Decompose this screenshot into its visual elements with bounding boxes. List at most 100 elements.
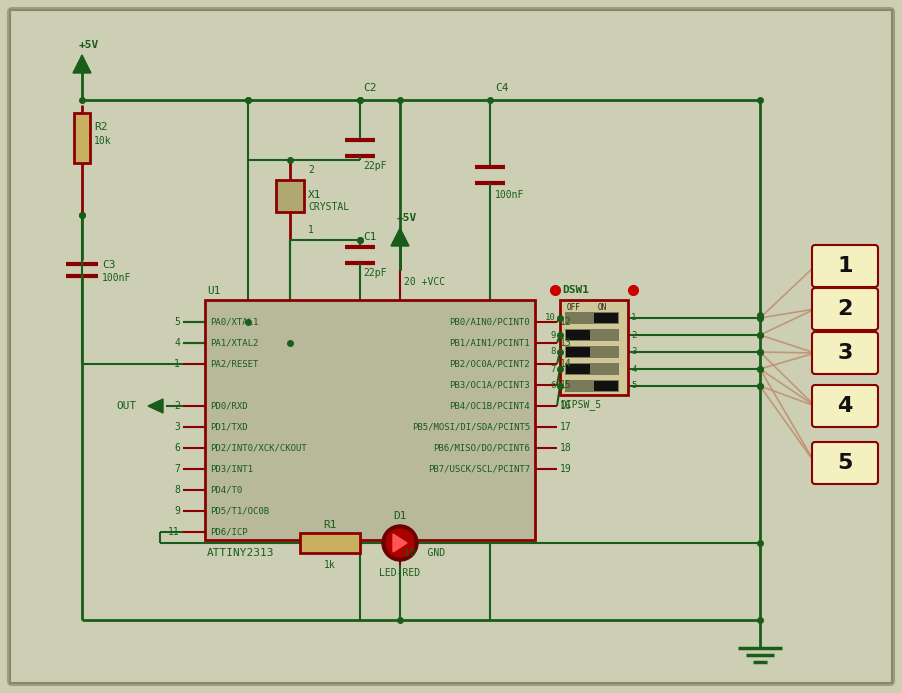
Text: PD4/T0: PD4/T0 [210, 486, 243, 495]
Text: 9: 9 [550, 331, 556, 340]
Text: PA1/XTAL2: PA1/XTAL2 [210, 338, 258, 347]
Text: X1: X1 [308, 190, 321, 200]
Text: 5: 5 [837, 453, 852, 473]
FancyBboxPatch shape [812, 442, 878, 484]
Text: PA0/XTAL1: PA0/XTAL1 [210, 317, 258, 326]
Text: 7: 7 [174, 464, 180, 474]
Polygon shape [391, 228, 409, 246]
Text: 10k: 10k [94, 136, 112, 146]
Text: PB3/OC1A/PCINT3: PB3/OC1A/PCINT3 [449, 380, 530, 389]
Text: 100nF: 100nF [495, 190, 524, 200]
Bar [566, 330, 590, 340]
Text: 2: 2 [308, 165, 314, 175]
Text: 18: 18 [560, 443, 572, 453]
FancyBboxPatch shape [8, 8, 894, 685]
Text: U1: U1 [207, 286, 220, 296]
Text: PB4/OC1B/PCINT4: PB4/OC1B/PCINT4 [449, 401, 530, 410]
Text: 3: 3 [174, 422, 180, 432]
Text: 12: 12 [560, 317, 572, 327]
Text: 1: 1 [174, 359, 180, 369]
Polygon shape [393, 534, 407, 552]
Text: ATTINY2313: ATTINY2313 [207, 548, 274, 558]
Text: 22pF: 22pF [363, 268, 386, 278]
Bar [566, 364, 590, 374]
Circle shape [386, 529, 414, 557]
Text: PB1/AIN1/PCINT1: PB1/AIN1/PCINT1 [449, 338, 530, 347]
Text: PB5/MOSI/DI/SDA/PCINT5: PB5/MOSI/DI/SDA/PCINT5 [411, 423, 530, 432]
Text: C4: C4 [495, 83, 509, 93]
Text: 10: 10 [545, 313, 556, 322]
Text: PD5/T1/OC0B: PD5/T1/OC0B [210, 507, 269, 516]
Bar [565, 363, 619, 375]
Bar [300, 533, 360, 553]
FancyBboxPatch shape [812, 288, 878, 330]
Text: 11: 11 [169, 527, 180, 537]
Text: 15: 15 [560, 380, 572, 390]
Bar [565, 329, 619, 341]
Circle shape [382, 525, 418, 561]
Text: +5V: +5V [79, 40, 99, 50]
Text: LED-RED: LED-RED [380, 568, 420, 578]
Bar [594, 313, 618, 323]
Text: 5: 5 [631, 382, 637, 390]
Bar [560, 300, 628, 395]
Text: CRYSTAL: CRYSTAL [308, 202, 349, 212]
Text: 6: 6 [550, 382, 556, 390]
Text: PB7/USCK/SCL/PCINT7: PB7/USCK/SCL/PCINT7 [428, 464, 530, 473]
Text: PD2/INT0/XCK/CKOUT: PD2/INT0/XCK/CKOUT [210, 444, 307, 453]
Text: 22pF: 22pF [363, 161, 386, 171]
Text: 2: 2 [174, 401, 180, 411]
Text: 4: 4 [837, 396, 852, 416]
Text: PD3/INT1: PD3/INT1 [210, 464, 253, 473]
Text: 16: 16 [560, 401, 572, 411]
Text: R2: R2 [94, 122, 107, 132]
Bar [566, 347, 590, 357]
Text: 4: 4 [174, 338, 180, 348]
Text: 2: 2 [631, 331, 637, 340]
FancyBboxPatch shape [812, 332, 878, 374]
Text: 2: 2 [837, 299, 852, 319]
Bar [565, 346, 619, 358]
Text: PA2/RESET: PA2/RESET [210, 360, 258, 369]
Text: PD1/TXD: PD1/TXD [210, 423, 248, 432]
Text: C2: C2 [363, 83, 376, 93]
Text: DIPSW_5: DIPSW_5 [560, 400, 601, 410]
Text: 9: 9 [174, 506, 180, 516]
Text: D1: D1 [393, 511, 407, 521]
Text: 14: 14 [560, 359, 572, 369]
Text: 7: 7 [550, 365, 556, 374]
Text: PB2/OC0A/PCINT2: PB2/OC0A/PCINT2 [449, 360, 530, 369]
Text: 1k: 1k [324, 560, 336, 570]
Bar [594, 381, 618, 391]
Text: 3: 3 [837, 343, 852, 363]
Text: 8: 8 [550, 347, 556, 356]
Text: 6: 6 [174, 443, 180, 453]
Text: PB6/MISO/DO/PCINT6: PB6/MISO/DO/PCINT6 [433, 444, 530, 453]
Bar [565, 312, 619, 324]
Text: OUT: OUT [116, 401, 136, 411]
Text: 10  GND: 10 GND [404, 548, 445, 558]
Text: PD0/RXD: PD0/RXD [210, 401, 248, 410]
Text: 17: 17 [560, 422, 572, 432]
FancyBboxPatch shape [812, 245, 878, 287]
Bar [74, 113, 90, 163]
Text: ON: ON [598, 304, 607, 313]
Bar [205, 300, 535, 540]
Text: 3: 3 [631, 347, 637, 356]
Bar [565, 380, 619, 392]
Polygon shape [148, 399, 163, 413]
Text: C1: C1 [363, 232, 376, 242]
Polygon shape [73, 55, 91, 73]
Text: DSW1: DSW1 [562, 285, 589, 295]
Text: +5V: +5V [397, 213, 418, 223]
Text: 1: 1 [308, 225, 314, 235]
FancyBboxPatch shape [812, 385, 878, 427]
Text: C3: C3 [102, 260, 115, 270]
Text: 13: 13 [560, 338, 572, 348]
Text: 1: 1 [631, 313, 637, 322]
Text: R1: R1 [323, 520, 336, 530]
Text: 8: 8 [174, 485, 180, 495]
Text: 100nF: 100nF [102, 273, 132, 283]
Text: PD6/ICP: PD6/ICP [210, 527, 248, 536]
Text: 20 +VCC: 20 +VCC [404, 277, 445, 287]
